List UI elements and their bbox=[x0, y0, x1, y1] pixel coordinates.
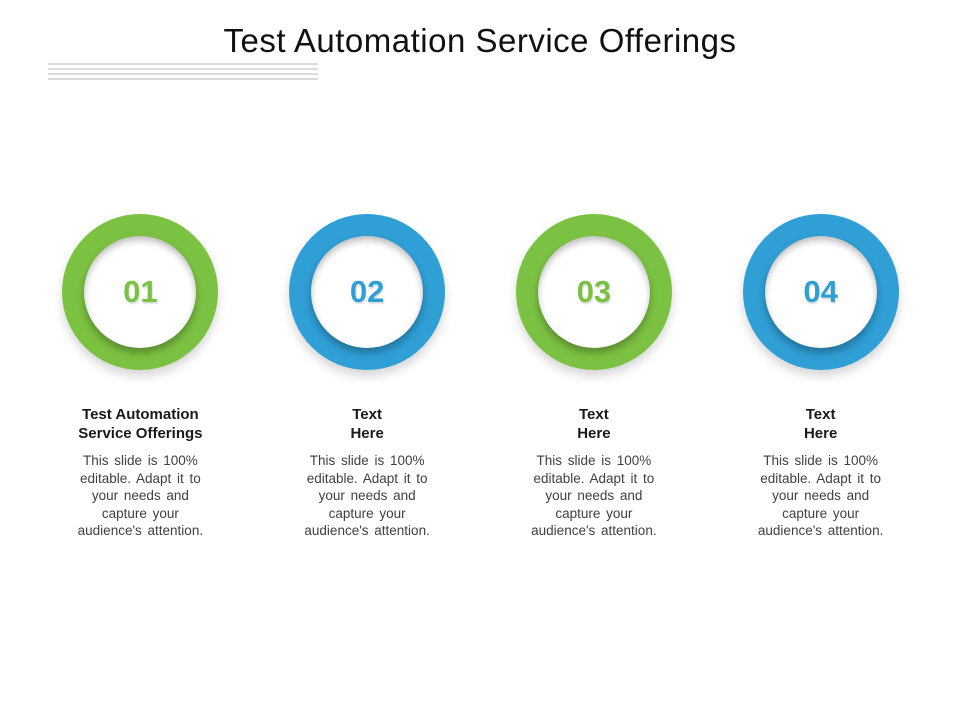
body-line: editable. Adapt it to bbox=[79, 470, 201, 486]
divider-line bbox=[48, 68, 318, 70]
step-heading-line: Here bbox=[350, 425, 384, 442]
divider-line bbox=[48, 78, 318, 80]
step-heading-line: Text bbox=[352, 406, 382, 423]
body-line: your needs and bbox=[545, 488, 643, 503]
step-3-ring-inner: 03 bbox=[537, 236, 650, 348]
body-line: This slide is 100% bbox=[536, 453, 652, 468]
steps-row: 01 Test Automation Service Offerings Thi… bbox=[27, 214, 934, 540]
step-3-description: This slide is 100% editable. Adapt it to… bbox=[481, 452, 708, 540]
divider-line bbox=[48, 73, 318, 75]
step-column-2: 02 Text Here This slide is 100% editable… bbox=[254, 214, 481, 540]
body-line: editable. Adapt it to bbox=[306, 470, 428, 486]
step-2-description: This slide is 100% editable. Adapt it to… bbox=[254, 452, 481, 540]
step-4-number: 04 bbox=[803, 274, 838, 309]
body-line: audience's attention. bbox=[304, 523, 430, 538]
step-heading-line: Service Offerings bbox=[78, 425, 203, 442]
title-divider-lines bbox=[48, 63, 318, 83]
body-line: your needs and bbox=[91, 488, 189, 503]
body-line: This slide is 100% bbox=[309, 453, 425, 468]
step-1-number: 01 bbox=[123, 274, 158, 309]
step-3-ring: 03 bbox=[515, 214, 672, 370]
step-3-number: 03 bbox=[576, 274, 612, 309]
body-line: capture your bbox=[328, 505, 406, 521]
body-line: audience's attention. bbox=[757, 523, 884, 538]
divider-line bbox=[48, 63, 318, 65]
step-1-description: This slide is 100% editable. Adapt it to… bbox=[27, 452, 254, 540]
step-4-heading: Text Here bbox=[707, 405, 934, 443]
body-line: audience's attention. bbox=[77, 523, 204, 538]
step-column-1: 01 Test Automation Service Offerings Thi… bbox=[27, 214, 254, 540]
body-line: capture your bbox=[555, 505, 633, 521]
step-4-description: This slide is 100% editable. Adapt it to… bbox=[707, 452, 934, 540]
step-1-ring-inner: 01 bbox=[84, 236, 197, 348]
step-heading-line: Text bbox=[579, 406, 609, 423]
step-3-heading: Text Here bbox=[481, 405, 708, 443]
step-2-heading: Text Here bbox=[254, 405, 481, 443]
body-line: your needs and bbox=[318, 488, 416, 503]
step-4-ring-inner: 04 bbox=[764, 236, 877, 348]
step-2-number: 02 bbox=[349, 274, 385, 309]
step-column-4: 04 Text Here This slide is 100% editable… bbox=[707, 214, 934, 540]
body-line: capture your bbox=[101, 505, 179, 521]
body-line: This slide is 100% bbox=[82, 453, 198, 468]
body-line: your needs and bbox=[772, 488, 870, 503]
step-heading-line: Here bbox=[577, 425, 611, 442]
step-1-ring: 01 bbox=[62, 214, 219, 370]
step-heading-line: Test Automation bbox=[82, 406, 199, 423]
body-line: editable. Adapt it to bbox=[533, 470, 655, 486]
step-2-ring: 02 bbox=[289, 214, 446, 370]
step-heading-line: Text bbox=[805, 406, 836, 423]
step-heading-line: Here bbox=[803, 425, 838, 442]
body-line: capture your bbox=[782, 505, 860, 521]
body-line: editable. Adapt it to bbox=[760, 470, 882, 486]
step-column-3: 03 Text Here This slide is 100% editable… bbox=[481, 214, 708, 540]
body-line: audience's attention. bbox=[531, 523, 657, 538]
slide-title: Test Automation Service Offerings bbox=[223, 22, 737, 59]
step-1-heading: Test Automation Service Offerings bbox=[27, 405, 254, 443]
step-2-ring-inner: 02 bbox=[311, 236, 424, 348]
body-line: This slide is 100% bbox=[763, 453, 879, 468]
step-4-ring: 04 bbox=[742, 214, 899, 370]
